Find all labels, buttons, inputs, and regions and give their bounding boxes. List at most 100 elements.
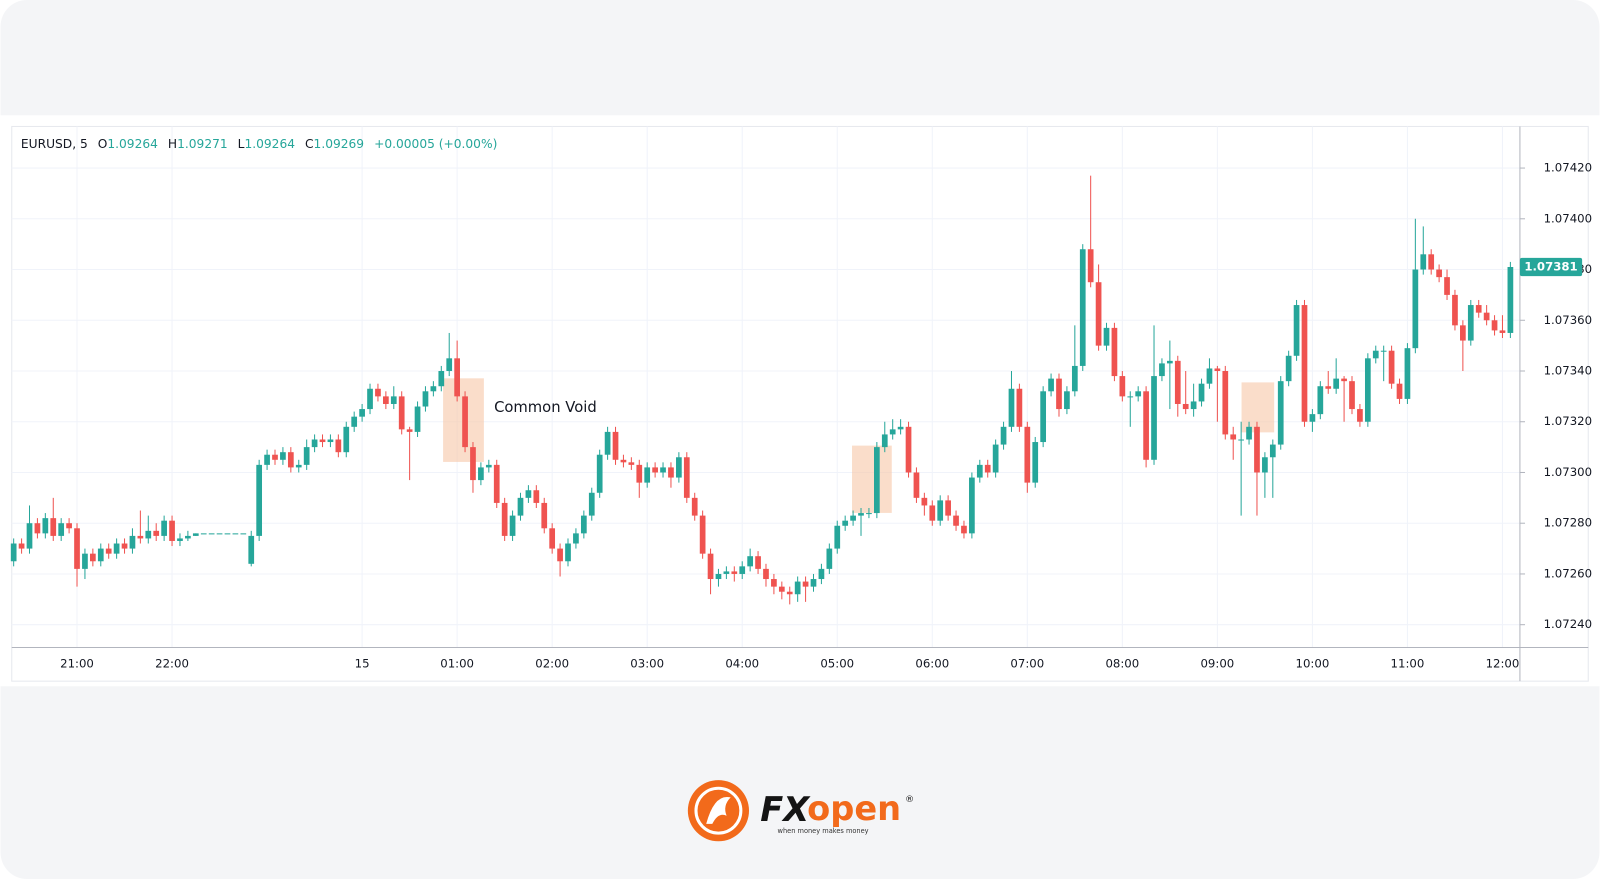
candle-body xyxy=(1040,391,1047,443)
candle-body xyxy=(1206,368,1213,384)
candle-body xyxy=(90,553,96,562)
candles xyxy=(10,175,1514,605)
candle-body xyxy=(1111,327,1118,377)
candle-body xyxy=(177,538,183,541)
candle-body xyxy=(1048,378,1054,392)
candle-body xyxy=(731,571,738,574)
candle-body xyxy=(723,571,730,574)
legend-value: 1.09269 xyxy=(314,136,365,150)
candle-body xyxy=(533,490,540,503)
candle-body xyxy=(26,523,33,549)
candle-body xyxy=(398,396,405,430)
candle-body xyxy=(161,520,167,536)
logo-fx: FX xyxy=(760,790,811,829)
candle-body xyxy=(470,447,476,481)
candle-body xyxy=(1309,414,1316,422)
candle-body xyxy=(644,467,651,483)
x-tick-label: 08:00 xyxy=(1105,656,1139,670)
candle-body xyxy=(1349,381,1355,410)
logo-registered: ® xyxy=(905,794,914,805)
candle-body xyxy=(311,439,318,448)
candle-body xyxy=(1198,383,1205,402)
candle-body xyxy=(1182,403,1189,410)
candle-body xyxy=(280,452,286,460)
candle-body xyxy=(984,464,991,473)
legend-key: L xyxy=(238,136,245,150)
candle-body xyxy=(573,533,579,544)
candle-body xyxy=(953,515,959,526)
candle-body xyxy=(810,579,817,587)
candle-body xyxy=(660,467,666,473)
candle-body xyxy=(1499,330,1506,333)
candle-body xyxy=(763,568,769,580)
legend-key: C xyxy=(305,136,314,150)
symbol: EURUSD, 5 xyxy=(21,136,88,150)
candle-body xyxy=(1254,426,1260,473)
candle-body xyxy=(335,439,342,453)
logo-tagline: when money makes money xyxy=(778,827,869,835)
last-price-box xyxy=(1519,257,1583,277)
gap-highlight xyxy=(852,445,892,513)
candle-body xyxy=(858,513,864,516)
candle-body xyxy=(351,416,358,427)
candle-body xyxy=(1285,355,1292,382)
candle-body xyxy=(327,439,334,443)
candle-body xyxy=(778,586,785,592)
candle-body xyxy=(287,452,294,468)
candle-body xyxy=(969,477,975,534)
candle-body xyxy=(1143,391,1149,460)
candle-body xyxy=(1357,409,1363,422)
candle-body xyxy=(18,543,25,549)
candle-body xyxy=(224,533,231,535)
y-tick-label: 1.07240 xyxy=(1544,617,1592,631)
candle-body xyxy=(1008,388,1015,427)
x-tick-label: 05:00 xyxy=(820,656,854,670)
candle-body xyxy=(232,533,239,535)
candle-body xyxy=(905,426,912,473)
legend-value: 1.09264 xyxy=(244,136,295,150)
y-tick-label: 1.07420 xyxy=(1544,161,1592,175)
candle-body xyxy=(676,457,682,478)
candle-body xyxy=(1127,396,1134,398)
candle-body xyxy=(97,548,104,562)
candle-body xyxy=(1428,254,1435,270)
candle-body xyxy=(1032,442,1039,483)
candle-body xyxy=(580,515,587,534)
candle-body xyxy=(485,464,492,468)
x-tick-label: 07:00 xyxy=(1010,656,1044,670)
candle-body xyxy=(1380,350,1387,352)
x-tick-label: 09:00 xyxy=(1200,656,1234,670)
candle-body xyxy=(367,388,373,410)
candle-body xyxy=(359,409,365,417)
logo-emblem-ring xyxy=(694,786,743,835)
candle-body xyxy=(105,548,112,554)
candle-body xyxy=(66,523,72,529)
candle-body xyxy=(1460,325,1466,341)
x-tick-label: 22:00 xyxy=(155,656,189,670)
candle-body xyxy=(383,396,389,404)
candle-body xyxy=(707,553,714,580)
candle-body xyxy=(454,358,460,397)
candle-body xyxy=(1095,282,1102,346)
candle-body xyxy=(1277,381,1284,445)
legend-key: H xyxy=(168,136,177,150)
candle-body xyxy=(295,464,302,468)
candle-body xyxy=(169,520,175,541)
candle-body xyxy=(889,429,896,435)
candle-body xyxy=(873,447,880,514)
candle-body xyxy=(826,548,833,569)
candle-body xyxy=(1230,434,1237,440)
chart-panel xyxy=(0,115,1600,687)
candle-body xyxy=(1174,360,1181,404)
candle-body xyxy=(1404,348,1411,399)
candle-body xyxy=(493,464,500,503)
candle-body xyxy=(1262,457,1268,473)
y-tick-label: 1.07280 xyxy=(1544,516,1592,530)
candle-body xyxy=(834,525,841,549)
candle-body xyxy=(897,426,904,430)
candle-body xyxy=(652,467,658,473)
x-tick-label: 04:00 xyxy=(725,656,759,670)
candle-body xyxy=(414,406,421,432)
